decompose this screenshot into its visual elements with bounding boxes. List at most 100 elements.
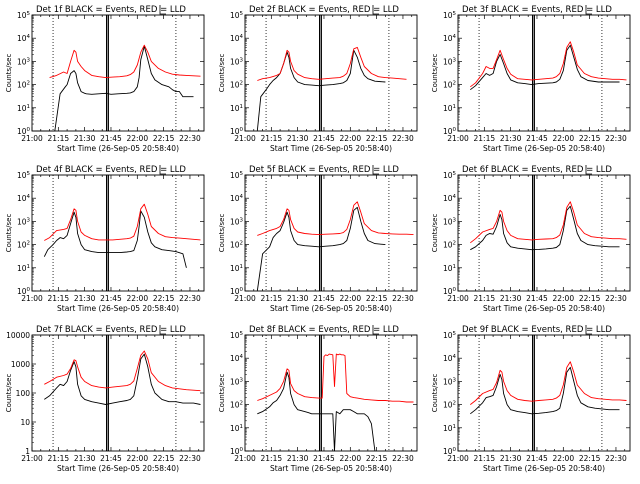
x-tick-label: 22:15: [153, 454, 175, 463]
y-tick-label: 101: [230, 424, 243, 433]
x-tick-label: 22:15: [153, 294, 175, 303]
x-tick-label: 21:00: [447, 294, 469, 303]
x-tick-label: 22:30: [392, 454, 414, 463]
x-tick-label: 21:00: [447, 134, 469, 143]
y-tick-label: 104: [230, 194, 244, 203]
series-lld-line: [257, 353, 414, 403]
y-tick-label: 105: [230, 11, 244, 20]
y-tick-label: 100: [443, 447, 457, 456]
y-tick-label: 102: [443, 241, 456, 250]
x-tick-label: 21:45: [100, 454, 122, 463]
title-bracket-mark: [159, 325, 166, 335]
plot-frame: [31, 334, 205, 452]
title-bracket-mark: [585, 325, 592, 335]
title-bracket-mark: [372, 165, 379, 175]
x-tick-label: 21:45: [526, 294, 548, 303]
series-events-line: [256, 49, 386, 132]
x-tick-label: 21:30: [500, 454, 522, 463]
y-tick-label: 102: [443, 401, 456, 410]
x-axis-label: Start Time (26-Sep-05 20:58:40): [57, 464, 179, 473]
x-tick-label: 21:30: [500, 134, 522, 143]
x-tick-label: 21:15: [48, 454, 70, 463]
x-tick-label: 22:00: [126, 454, 148, 463]
y-tick-label: 100: [17, 287, 31, 296]
series-events-line: [44, 353, 201, 405]
y-tick-label: 102: [17, 241, 30, 250]
panel-title: Det 2f BLACK = Events, RED = LLD: [249, 5, 399, 15]
y-tick-label: 103: [230, 377, 244, 386]
y-tick-label: 104: [230, 34, 244, 43]
series-lld-line: [44, 203, 201, 241]
title-bracket-mark: [585, 165, 592, 175]
title-bracket-mark: [372, 325, 379, 335]
y-tick-label: 100: [443, 127, 457, 136]
x-tick-label: 22:30: [392, 134, 414, 143]
series-lld-line: [49, 44, 201, 79]
plot-frame: [457, 334, 631, 452]
y-tick-label: 101: [17, 264, 30, 273]
x-tick-label: 22:30: [605, 294, 627, 303]
y-tick-label: 101: [17, 104, 30, 113]
panel-title: Det 3f BLACK = Events, RED = LLD: [462, 5, 612, 15]
y-tick-label: 100: [230, 127, 244, 136]
y-tick-label: 103: [443, 57, 457, 66]
x-tick-label: 21:15: [474, 134, 496, 143]
series-lld-line: [470, 201, 627, 244]
y-tick-label: 103: [230, 217, 244, 226]
y-tick-label: 103: [443, 377, 457, 386]
x-tick-label: 22:30: [179, 454, 201, 463]
x-axis-label: Start Time (26-Sep-05 20:58:40): [270, 464, 392, 473]
plot-frame: [31, 174, 205, 292]
panel-det-6: Det 6f BLACK = Events, RED = LLD Counts/s…: [431, 165, 631, 313]
x-tick-label: 22:00: [126, 294, 148, 303]
y-tick-label: 100: [230, 287, 244, 296]
y-axis-label: Counts/sec: [431, 214, 439, 253]
y-axis-label: Counts/sec: [218, 374, 226, 413]
panel-det-3: Det 3f BLACK = Events, RED = LLD Counts/s…: [431, 5, 631, 153]
series-events-line: [470, 44, 620, 91]
x-tick-label: 21:00: [234, 454, 256, 463]
x-tick-label: 21:45: [313, 134, 335, 143]
y-tick-label: 102: [17, 81, 30, 90]
panel-det-2: Det 2f BLACK = Events, RED = LLD Counts/s…: [218, 5, 418, 153]
plot-frame: [244, 334, 418, 452]
y-tick-label: 104: [443, 34, 457, 43]
x-tick-label: 21:00: [234, 294, 256, 303]
x-tick-label: 22:15: [366, 134, 388, 143]
y-axis-label: Counts/sec: [218, 214, 226, 253]
y-tick-label: 105: [443, 171, 457, 180]
x-tick-label: 22:30: [605, 454, 627, 463]
x-axis-label: Start Time (26-Sep-05 20:58:40): [57, 144, 179, 153]
y-tick-label: 102: [443, 81, 456, 90]
y-tick-label: 104: [443, 194, 457, 203]
x-tick-label: 21:30: [287, 454, 309, 463]
series-events-line: [470, 366, 620, 415]
x-tick-label: 22:00: [339, 454, 361, 463]
panel-title: Det 1f BLACK = Events, RED = LLD: [36, 5, 186, 15]
y-tick-label: 103: [17, 57, 31, 66]
x-tick-label: 21:30: [74, 454, 96, 463]
y-tick-label: 103: [230, 57, 244, 66]
plot-frame: [244, 14, 418, 132]
y-axis-label: Counts/sec: [5, 374, 13, 413]
y-tick-label: 101: [443, 424, 456, 433]
x-axis-label: Start Time (26-Sep-05 20:58:40): [483, 144, 605, 153]
series-lld-line: [470, 41, 627, 88]
title-bracket-mark: [159, 5, 166, 15]
x-tick-label: 21:30: [287, 134, 309, 143]
x-tick-label: 21:45: [100, 134, 122, 143]
x-tick-label: 22:00: [339, 294, 361, 303]
x-tick-label: 22:00: [552, 134, 574, 143]
y-tick-label: 102: [230, 401, 243, 410]
plot-frame: [457, 174, 631, 292]
panel-det-7: Det 7f BLACK = Events, RED = LLD Counts/s…: [5, 325, 205, 473]
panel-title: Det 8f BLACK = Events, RED = LLD: [249, 325, 399, 335]
x-tick-label: 22:30: [179, 134, 201, 143]
x-tick-label: 21:00: [21, 294, 43, 303]
x-tick-label: 21:30: [500, 294, 522, 303]
x-axis-label: Start Time (26-Sep-05 20:58:40): [57, 304, 179, 313]
x-tick-label: 22:15: [366, 454, 388, 463]
y-tick-label: 105: [230, 171, 244, 180]
x-tick-label: 21:30: [287, 294, 309, 303]
